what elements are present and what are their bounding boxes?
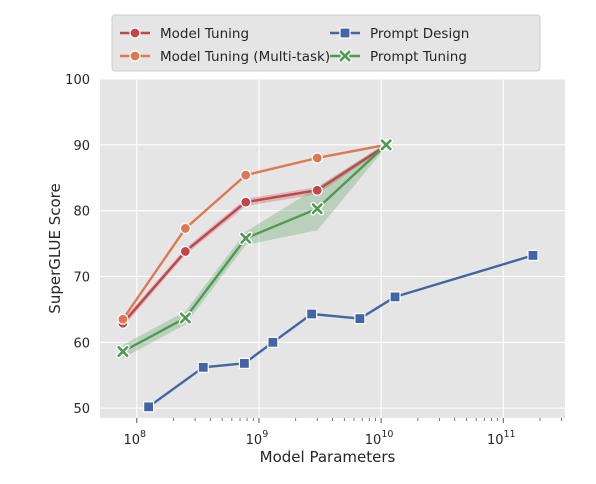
data-point [129, 27, 141, 39]
x-tick-base: 10 [246, 433, 263, 448]
data-point [178, 311, 193, 325]
data-point [117, 313, 129, 325]
x-tick-base: 10 [123, 433, 140, 448]
data-point [527, 249, 539, 262]
data-point-mark [311, 203, 323, 215]
data-point [379, 138, 393, 152]
legend-label: Model Tuning (Multi-task) [160, 49, 330, 65]
x-tick-base: 10 [487, 433, 504, 448]
data-point [197, 361, 209, 373]
y-axis-ticks: 50 60 70 80 90 100 [65, 73, 90, 417]
data-point [116, 344, 130, 359]
y-tick-label: 100 [65, 73, 90, 88]
data-point-mark [240, 232, 252, 244]
plot-area [100, 79, 565, 418]
data-point-mark [117, 346, 129, 358]
grid-lines [100, 78, 565, 418]
legend-label: Model Tuning [160, 26, 249, 42]
data-point [311, 152, 323, 164]
data-point [339, 27, 351, 39]
data-point [240, 169, 252, 181]
data-point [338, 49, 352, 63]
x-tick-label: 1010 [365, 429, 394, 448]
legend-label: Prompt Design [370, 26, 469, 42]
x-tick-exponent: 11 [504, 429, 516, 440]
data-point [179, 245, 191, 258]
y-tick-label: 90 [73, 139, 90, 154]
data-point [354, 313, 366, 325]
data-point [306, 308, 318, 320]
legend: Model Tuning Model Tuning (Multi-task) Pro… [111, 14, 541, 72]
data-point [238, 231, 253, 246]
y-tick-label: 50 [73, 402, 90, 417]
data-point [389, 291, 401, 303]
data-point [267, 336, 279, 348]
series-line [147, 254, 534, 408]
data-point-mark [179, 312, 191, 324]
legend-box [111, 14, 541, 72]
data-point [179, 222, 191, 235]
y-axis-label: SuperGLUE Score [46, 183, 64, 313]
data-point [311, 184, 323, 196]
data-point [129, 50, 141, 62]
data-point [143, 401, 155, 413]
data-point [238, 357, 250, 369]
legend-label: Prompt Tuning [370, 49, 467, 65]
series-markers [116, 138, 539, 413]
x-tick-base: 10 [365, 433, 382, 448]
y-tick-label: 80 [73, 205, 90, 220]
x-tick-label: 1011 [487, 429, 516, 448]
data-point [240, 196, 252, 208]
x-axis-ticks: 108 109 1010 1011 [123, 418, 562, 448]
x-tick-label: 108 [123, 429, 146, 448]
confidence-band [122, 142, 387, 359]
x-axis-label: Model Parameters [260, 448, 396, 466]
data-point-mark [339, 50, 351, 62]
y-tick-label: 60 [73, 336, 90, 351]
x-tick-label: 109 [246, 429, 269, 448]
x-tick-exponent: 10 [381, 429, 393, 440]
x-tick-exponent: 8 [140, 429, 146, 440]
y-tick-label: 70 [73, 270, 90, 285]
data-point [310, 201, 325, 216]
data-point-mark [380, 139, 392, 151]
x-tick-exponent: 9 [262, 429, 268, 440]
